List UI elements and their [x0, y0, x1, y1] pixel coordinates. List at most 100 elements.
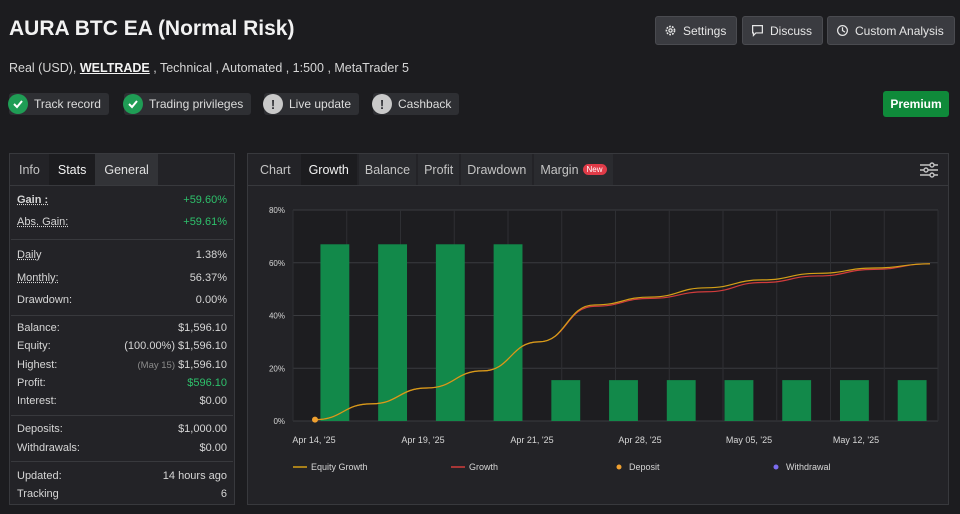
- stat-value: $0.00: [199, 442, 227, 454]
- stat-interest: Interest: $0.00: [17, 395, 227, 407]
- chat-icon: [752, 25, 763, 37]
- stats-panel: Info Stats General Gain : +59.60% Abs. Ga…: [9, 153, 235, 505]
- tab-general[interactable]: General: [95, 154, 158, 185]
- growth-bar: [551, 380, 581, 421]
- deposit-point: [312, 416, 318, 423]
- stat-deposits: Deposits: $1,000.00: [17, 423, 227, 435]
- stat-value: +59.61%: [183, 216, 227, 228]
- x-tick-label: May 12, '25: [833, 435, 879, 445]
- stat-label: Balance:: [17, 322, 60, 334]
- settings-label: Settings: [683, 23, 727, 38]
- stat-gain: Gain : +59.60%: [17, 194, 227, 206]
- stat-label[interactable]: Gain :: [17, 194, 49, 206]
- growth-bar: [609, 380, 638, 421]
- legend-swatch: [616, 464, 622, 470]
- premium-button[interactable]: Premium: [883, 91, 949, 117]
- x-tick-label: Apr 19, '25: [401, 435, 444, 445]
- stat-value: (100.00%) $1,596.10: [124, 340, 227, 352]
- growth-bar: [320, 244, 350, 421]
- stat-drawdown: Drawdown: 0.00%: [17, 294, 227, 306]
- check-icon: [8, 94, 28, 114]
- stat-value: 14 hours ago: [162, 470, 227, 482]
- page-title: AURA BTC EA (Normal Risk): [9, 17, 295, 40]
- broker-link[interactable]: WELTRADE: [79, 61, 150, 75]
- discuss-button[interactable]: Discuss: [742, 16, 824, 45]
- legend-swatch: [773, 464, 779, 470]
- y-tick-label: 20%: [269, 364, 285, 373]
- legend-label: Growth: [469, 462, 498, 472]
- divider: [11, 461, 233, 462]
- account-subtitle: Real (USD), WELTRADE , Technical , Autom…: [9, 61, 409, 75]
- y-tick-label: 60%: [269, 259, 285, 268]
- badge-label: Track record: [34, 97, 101, 111]
- growth-bar: [782, 380, 812, 421]
- tab-stats[interactable]: Stats: [48, 154, 96, 185]
- tab-margin[interactable]: Margin New: [534, 154, 613, 185]
- stat-label: Tracking: [17, 488, 59, 500]
- tab-balance[interactable]: Balance: [358, 154, 417, 185]
- stat-balance: Balance: $1,596.10: [17, 322, 227, 334]
- stat-value: $596.10: [187, 377, 227, 389]
- badge-trading-privileges[interactable]: Trading privileges: [123, 93, 252, 115]
- stat-highest: Highest: (May 15) $1,596.10: [17, 359, 227, 371]
- stat-value: +59.60%: [183, 194, 227, 206]
- growth-bar: [839, 380, 869, 421]
- stat-equity: Equity: (100.00%) $1,596.10: [17, 340, 227, 352]
- tab-drawdown[interactable]: Drawdown: [461, 154, 533, 185]
- divider: [11, 315, 233, 316]
- tab-growth[interactable]: Growth: [300, 154, 357, 185]
- x-tick-label: Apr 28, '25: [618, 435, 661, 445]
- stat-label: Profit:: [17, 377, 46, 389]
- stat-daily: Daily 1.38%: [17, 249, 227, 261]
- y-tick-label: 80%: [269, 206, 285, 215]
- gear-icon: [665, 25, 676, 36]
- y-tick-label: 0%: [273, 417, 285, 426]
- tab-margin-label: Margin: [540, 162, 579, 177]
- stat-updated: Updated: 14 hours ago: [17, 470, 227, 482]
- growth-bar: [378, 244, 408, 421]
- badge-cashback[interactable]: ! Cashback: [372, 93, 460, 115]
- custom-analysis-button[interactable]: Custom Analysis: [827, 16, 955, 45]
- stat-label[interactable]: Monthly:: [17, 272, 59, 284]
- legend-label: Equity Growth: [311, 462, 368, 472]
- growth-bar: [724, 380, 754, 421]
- stat-tracking: Tracking 6: [17, 488, 227, 500]
- tab-info[interactable]: Info: [19, 162, 40, 177]
- stat-value: 1.38%: [195, 249, 227, 261]
- legend-label: Withdrawal: [786, 462, 831, 472]
- badge-track-record[interactable]: Track record: [8, 93, 109, 115]
- stat-label: Drawdown:: [17, 294, 73, 306]
- legend-label: Deposit: [629, 462, 660, 472]
- custom-analysis-label: Custom Analysis: [855, 23, 944, 38]
- settings-button[interactable]: Settings: [655, 16, 738, 45]
- stat-value: $1,000.00: [178, 423, 227, 435]
- tab-chart[interactable]: Chart: [260, 162, 291, 177]
- badge-live-update[interactable]: ! Live update: [263, 93, 360, 115]
- stat-label: Equity:: [17, 340, 51, 352]
- growth-bar: [897, 380, 927, 421]
- filter-settings-icon[interactable]: [920, 162, 938, 178]
- account-type: Real (USD),: [9, 61, 77, 75]
- tab-profit[interactable]: Profit: [418, 154, 460, 185]
- chart-panel: Chart Growth Balance Profit Drawdown Mar…: [247, 153, 949, 505]
- badge-label: Cashback: [398, 97, 452, 111]
- badge-label: Trading privileges: [149, 97, 244, 111]
- divider: [11, 415, 233, 416]
- new-badge: New: [582, 164, 607, 175]
- chart-tabs: Chart Growth Balance Profit Drawdown Mar…: [248, 154, 948, 186]
- stat-value: $1,596.10: [178, 359, 227, 371]
- growth-bar: [435, 244, 465, 421]
- account-details: , Technical , Automated , 1:500 , MetaTr…: [153, 61, 409, 75]
- stat-date: (May 15): [137, 360, 175, 371]
- stat-value: 0.00%: [195, 294, 227, 306]
- growth-chart: 0% 20% 40% 60% 80% Apr 14, '25 Apr 19, '25 Apr …: [269, 206, 939, 472]
- stat-label[interactable]: Abs. Gain:: [17, 216, 69, 228]
- stat-label: Updated:: [17, 470, 62, 482]
- stat-withdrawals: Withdrawals: $0.00: [17, 442, 227, 454]
- stat-value: $0.00: [199, 395, 227, 407]
- stat-abs-gain: Abs. Gain: +59.61%: [17, 216, 227, 228]
- discuss-label: Discuss: [770, 23, 813, 38]
- x-tick-label: May 05, '25: [726, 435, 772, 445]
- stat-label[interactable]: Daily: [17, 249, 42, 261]
- badge-label: Live update: [289, 97, 352, 111]
